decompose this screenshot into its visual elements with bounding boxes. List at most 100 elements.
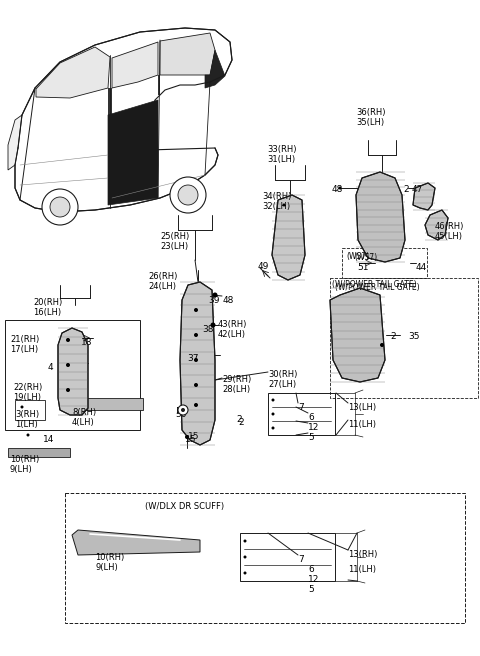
Text: 3(RH): 3(RH) [15, 410, 39, 419]
Circle shape [194, 358, 198, 362]
Circle shape [243, 556, 247, 558]
Text: 34(RH): 34(RH) [262, 192, 291, 201]
Text: 1(LH): 1(LH) [15, 420, 38, 429]
Text: 35(LH): 35(LH) [356, 118, 384, 127]
Circle shape [243, 571, 247, 575]
Text: 32(LH): 32(LH) [262, 202, 290, 211]
Text: 21(RH): 21(RH) [10, 335, 39, 344]
Text: (W/POWER TAIL GATE): (W/POWER TAIL GATE) [332, 280, 417, 289]
Text: 10(RH): 10(RH) [10, 455, 39, 464]
Text: (WS7): (WS7) [354, 253, 377, 262]
Text: 50: 50 [175, 410, 187, 419]
Polygon shape [72, 530, 200, 555]
Polygon shape [160, 33, 215, 75]
Circle shape [211, 323, 216, 327]
Text: 24(LH): 24(LH) [148, 282, 176, 291]
Text: 16(LH): 16(LH) [33, 308, 61, 317]
Text: 6: 6 [308, 565, 314, 574]
Text: (W/POWER TAIL GATE): (W/POWER TAIL GATE) [335, 283, 420, 292]
Text: 29(RH): 29(RH) [222, 375, 251, 384]
Circle shape [66, 363, 70, 367]
Polygon shape [8, 115, 22, 170]
Text: 37: 37 [187, 354, 199, 363]
Text: 42(LH): 42(LH) [218, 330, 246, 339]
Text: 8(RH): 8(RH) [72, 408, 96, 417]
Circle shape [272, 413, 275, 415]
Text: 9(LH): 9(LH) [10, 465, 33, 474]
Text: 50: 50 [175, 407, 187, 416]
Bar [5, 320, 140, 430]
Bar [330, 278, 478, 398]
Text: 46(RH): 46(RH) [435, 222, 464, 231]
Text: 39: 39 [208, 296, 219, 305]
Circle shape [21, 405, 24, 409]
Circle shape [213, 293, 217, 298]
Polygon shape [205, 50, 225, 88]
Polygon shape [413, 183, 435, 210]
Circle shape [170, 177, 206, 213]
Text: 11(LH): 11(LH) [348, 565, 376, 574]
Text: (WS7): (WS7) [346, 252, 369, 261]
Circle shape [178, 185, 198, 205]
Text: 18: 18 [81, 338, 93, 347]
Text: 5: 5 [308, 585, 314, 594]
Circle shape [272, 398, 275, 401]
Polygon shape [180, 282, 215, 445]
Text: 7: 7 [298, 403, 304, 412]
Circle shape [380, 343, 384, 347]
Bar [63, 398, 143, 410]
Text: 35: 35 [408, 332, 420, 341]
Circle shape [194, 333, 198, 337]
Text: (W/DLX DR SCUFF): (W/DLX DR SCUFF) [145, 502, 224, 511]
Circle shape [194, 308, 198, 312]
Bar [15, 400, 45, 420]
Text: 49: 49 [258, 262, 269, 271]
Text: 2: 2 [238, 418, 244, 427]
Polygon shape [108, 88, 112, 120]
Bar [268, 393, 335, 435]
Text: 7: 7 [298, 555, 304, 564]
Text: 27(LH): 27(LH) [268, 380, 296, 389]
Text: 12: 12 [308, 423, 319, 432]
Bar [65, 493, 465, 623]
Text: 4: 4 [48, 363, 54, 372]
Text: 44: 44 [416, 263, 427, 272]
Text: 10(RH): 10(RH) [95, 553, 124, 562]
Text: 2: 2 [403, 185, 408, 194]
Text: 5: 5 [308, 433, 314, 442]
Circle shape [243, 539, 247, 543]
Circle shape [178, 405, 188, 415]
Circle shape [283, 203, 286, 207]
Polygon shape [272, 195, 305, 280]
Circle shape [66, 388, 70, 392]
Text: 38: 38 [202, 325, 214, 334]
Text: 6: 6 [308, 413, 314, 422]
Text: 20(RH): 20(RH) [33, 298, 62, 307]
Circle shape [272, 426, 275, 430]
Text: 19(LH): 19(LH) [13, 393, 41, 402]
Text: 31(LH): 31(LH) [267, 155, 295, 164]
Text: 17(LH): 17(LH) [10, 345, 38, 354]
Text: 12: 12 [308, 575, 319, 584]
Text: 26(RH): 26(RH) [148, 272, 178, 281]
Text: 9(LH): 9(LH) [95, 563, 118, 572]
Text: 13(RH): 13(RH) [348, 550, 377, 559]
Circle shape [50, 197, 70, 217]
Bar [240, 533, 335, 581]
Circle shape [42, 189, 78, 225]
Bar [8, 448, 70, 457]
Text: 51: 51 [357, 263, 369, 272]
Text: 11(LH): 11(LH) [348, 420, 376, 429]
Text: 30(RH): 30(RH) [268, 370, 298, 379]
Polygon shape [356, 172, 405, 262]
Circle shape [338, 186, 341, 190]
Text: 15: 15 [188, 432, 200, 441]
Text: 2: 2 [390, 332, 396, 341]
Text: 33(RH): 33(RH) [267, 145, 297, 154]
Polygon shape [108, 100, 158, 205]
Polygon shape [330, 288, 385, 382]
Circle shape [185, 435, 189, 439]
Text: 4(LH): 4(LH) [72, 418, 95, 427]
Text: 48: 48 [332, 185, 343, 194]
Circle shape [26, 434, 29, 436]
